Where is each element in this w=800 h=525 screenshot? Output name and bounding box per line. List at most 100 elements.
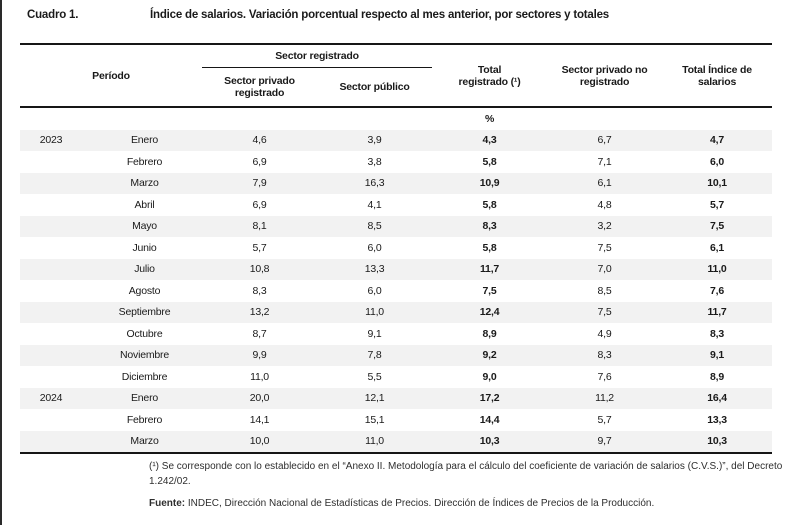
- value-cell: 6,9: [252, 155, 267, 168]
- value-cell: 8,3: [597, 349, 612, 362]
- value-cell: 9,9: [252, 349, 267, 362]
- value-cell: 8,9: [482, 327, 497, 340]
- value-cell: 16,3: [364, 177, 385, 190]
- month-cell: Septiembre: [118, 306, 171, 319]
- value-cell: 7,9: [252, 177, 267, 190]
- value-cell: 7,5: [597, 241, 612, 254]
- value-cell: 16,4: [707, 392, 727, 405]
- value-cell: 8,3: [482, 220, 497, 233]
- value-cell: 10,3: [662, 430, 773, 454]
- month-cell: Mayo: [132, 220, 157, 233]
- value-cell: 6,7: [597, 134, 612, 147]
- column-header-total-registrado: Total registrado (¹): [432, 43, 548, 107]
- value-cell: 13,3: [364, 263, 385, 276]
- value-cell: 8,5: [367, 220, 382, 233]
- value-cell: 6,9: [252, 198, 267, 211]
- value-cell: 11,7: [480, 263, 500, 276]
- value-cell: 20,0: [249, 392, 270, 405]
- value-cell: 12,1: [364, 392, 385, 405]
- value-cell: 6,0: [367, 241, 382, 254]
- footnote-1: (¹) Se corresponde con lo establecido en…: [149, 461, 783, 487]
- value-cell: 13,2: [249, 306, 270, 319]
- column-group-header-sector-registrado: Sector registrado: [202, 43, 433, 68]
- year-cell: [20, 259, 77, 281]
- table-row: Marzo 7,9 16,3 10,9 6,1 10,1: [20, 172, 773, 195]
- value-cell: 5,8: [482, 241, 497, 254]
- value-cell: 11,0: [317, 430, 433, 454]
- value-cell: 5,8: [482, 198, 497, 211]
- salary-index-table: Período Sector registrado Total registra…: [20, 43, 773, 454]
- value-cell: 8,9: [710, 370, 725, 383]
- month-cell: Noviembre: [120, 349, 169, 362]
- value-cell: 4,6: [252, 134, 267, 147]
- year-cell: [20, 194, 77, 216]
- table-row: Abril 6,9 4,1 5,8 4,8 5,7: [20, 194, 772, 216]
- value-cell: 4,1: [367, 198, 382, 211]
- value-cell: 8,5: [597, 284, 612, 297]
- value-cell: 8,7: [252, 327, 267, 340]
- year-cell: [20, 302, 77, 324]
- value-cell: 10,3: [432, 430, 548, 454]
- value-cell: 7,5: [710, 220, 725, 233]
- year-cell: [20, 366, 77, 388]
- value-cell: 17,2: [479, 392, 500, 405]
- value-cell: 5,8: [482, 155, 497, 168]
- value-cell: 10,1: [707, 177, 727, 190]
- table-row: Junio 5,7 6,0 5,8 7,5 6,1: [20, 237, 772, 259]
- table-row: Febrero 6,9 3,8 5,8 7,1 6,0: [20, 151, 772, 173]
- value-cell: 15,1: [364, 413, 385, 426]
- value-cell: 12,4: [479, 306, 500, 319]
- value-cell: 6,0: [367, 284, 382, 297]
- month-cell: Febrero: [126, 413, 163, 426]
- value-cell: 11,2: [595, 392, 614, 405]
- value-cell: 13,3: [707, 413, 727, 426]
- year-cell: [20, 173, 77, 195]
- table-row: Julio 10,8 13,3 11,7 7,0 11,0: [20, 258, 773, 281]
- month-cell: Marzo: [77, 430, 203, 454]
- value-cell: 7,1: [597, 155, 612, 168]
- value-cell: 9,0: [482, 370, 497, 383]
- month-cell: Junio: [132, 241, 157, 254]
- year-cell: 2024: [39, 392, 63, 405]
- value-cell: 14,4: [479, 413, 500, 426]
- value-cell: 7,5: [597, 306, 612, 319]
- value-cell: 9,1: [710, 349, 725, 362]
- month-cell: Enero: [130, 134, 159, 147]
- year-cell: [20, 345, 77, 367]
- value-cell: 9,1: [367, 327, 382, 340]
- value-cell: 6,1: [597, 177, 612, 190]
- year-cell: [20, 237, 77, 259]
- value-cell: 5,7: [710, 198, 725, 211]
- month-cell: Agosto: [128, 284, 161, 297]
- column-header-sector-publico: Sector público: [339, 81, 410, 93]
- value-cell: 7,0: [597, 263, 612, 276]
- table-row: 2024 Enero 20,0 12,1 17,2 11,2 16,4: [20, 387, 773, 409]
- value-cell: 4,3: [482, 134, 497, 147]
- table-row: Septiembre 13,2 11,0 12,4 7,5 11,7: [20, 301, 773, 324]
- source-line: Fuente: INDEC, Dirección Nacional de Est…: [149, 496, 797, 511]
- year-cell: [20, 151, 77, 173]
- table-row: Agosto 8,3 6,0 7,5 8,5 7,6: [20, 280, 772, 302]
- table-body: % 2023 Enero 4,6 3,9 4,3 6,7 4,7 Febrero 6,9 3,8 5…: [20, 106, 773, 454]
- year-cell: [20, 409, 77, 431]
- value-cell: 3,9: [367, 134, 382, 147]
- unit-row: %: [20, 106, 773, 130]
- value-cell: 10,9: [479, 177, 500, 190]
- column-header-sector-privado-no-registrado: Sector privado no registrado: [547, 43, 663, 107]
- month-cell: Octubre: [126, 327, 163, 340]
- value-cell: 5,7: [252, 241, 267, 254]
- value-cell: 11,7: [707, 306, 727, 319]
- value-cell: 3,8: [367, 155, 382, 168]
- table-caption: Cuadro 1. Índice de salarios. Variación p…: [27, 9, 609, 21]
- table-row: Marzo 10,0 11,0 10,3 9,7 10,3: [20, 430, 773, 454]
- value-cell: 10,8: [249, 263, 270, 276]
- value-cell: 9,7: [547, 430, 663, 454]
- month-cell: Abril: [134, 198, 155, 211]
- value-cell: 6,1: [710, 241, 725, 254]
- value-cell: 4,7: [710, 134, 725, 147]
- month-cell: Diciembre: [121, 370, 168, 383]
- value-cell: 4,8: [597, 198, 612, 211]
- year-cell: [20, 280, 77, 302]
- column-header-period: Período: [20, 43, 203, 107]
- value-cell: 7,6: [597, 370, 612, 383]
